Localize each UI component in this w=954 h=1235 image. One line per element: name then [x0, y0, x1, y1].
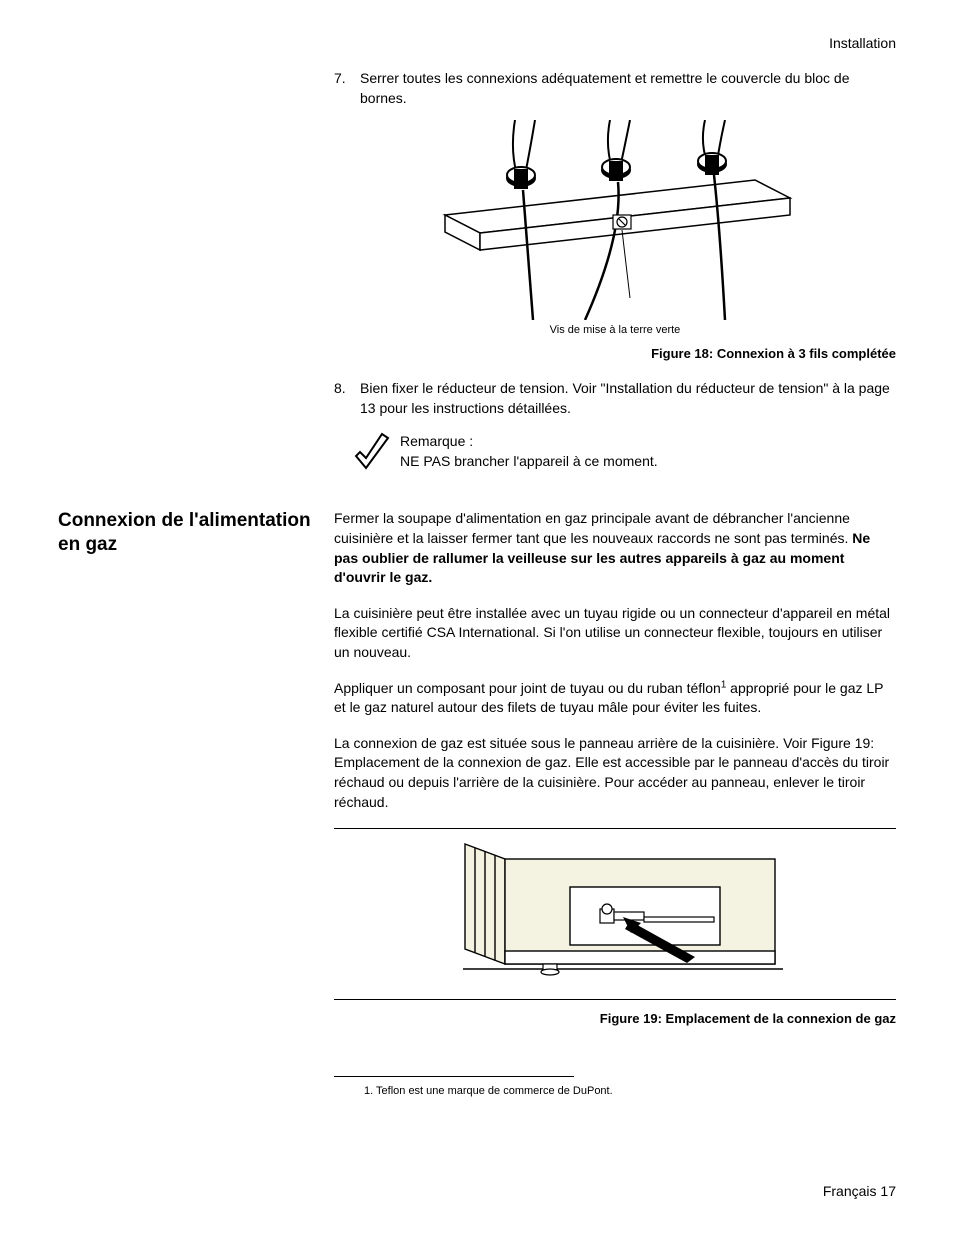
figure-19 — [334, 839, 896, 989]
figure-19-svg — [435, 839, 795, 989]
gas-p3: Appliquer un composant pour joint de tuy… — [334, 679, 896, 718]
figure-18-caption-prefix: Figure 18: — [651, 346, 713, 361]
figure-18-caption-text: Connexion à 3 fils complétée — [717, 346, 896, 361]
figure-19-top-rule — [334, 828, 896, 829]
step-8: 8. Bien fixer le réducteur de tension. V… — [334, 379, 896, 418]
step-7-text: Serrer toutes les connexions adéquatemen… — [360, 69, 896, 108]
figure-18: Vis de mise à la terre verte — [334, 120, 896, 336]
gas-p3-a: Appliquer un composant pour joint de tuy… — [334, 680, 721, 696]
step-7-number: 7. — [334, 69, 360, 108]
page-footer: Français 17 — [823, 1183, 896, 1199]
checkmark-icon — [352, 432, 400, 479]
gas-p1-a: Fermer la soupape d'alimentation en gaz … — [334, 510, 852, 546]
footer-page-number: 17 — [880, 1183, 896, 1199]
figure-18-svg — [435, 120, 795, 320]
step-8-text: Bien fixer le réducteur de tension. Voir… — [360, 379, 896, 418]
gas-p1: Fermer la soupape d'alimentation en gaz … — [334, 509, 896, 587]
footnote-rule — [334, 1076, 574, 1077]
note-block: Remarque : NE PAS brancher l'appareil à … — [352, 432, 896, 479]
gas-p2: La cuisinière peut être installée avec u… — [334, 604, 896, 663]
figure-18-inline-label: Vis de mise à la terre verte — [334, 324, 896, 336]
figure-19-bottom-rule — [334, 999, 896, 1000]
step-7: 7. Serrer toutes les connexions adéquate… — [334, 69, 896, 108]
note-line-2: NE PAS brancher l'appareil à ce moment. — [400, 452, 658, 472]
gas-section-heading: Connexion de l'alimentation en gaz — [58, 509, 334, 1046]
footnote-1: 1. Teflon est une marque de commerce de … — [364, 1085, 896, 1097]
figure-19-caption: Figure 19: Emplacement de la connexion d… — [334, 1010, 896, 1028]
gas-connection-section: Connexion de l'alimentation en gaz Ferme… — [58, 509, 896, 1046]
gas-p4: La connexion de gaz est située sous le p… — [334, 734, 896, 812]
figure-18-caption: Figure 18: Connexion à 3 fils complétée — [334, 346, 896, 361]
note-line-1: Remarque : — [400, 432, 658, 452]
step-8-number: 8. — [334, 379, 360, 418]
header-section-label: Installation — [58, 35, 896, 51]
footer-language: Français — [823, 1183, 877, 1199]
